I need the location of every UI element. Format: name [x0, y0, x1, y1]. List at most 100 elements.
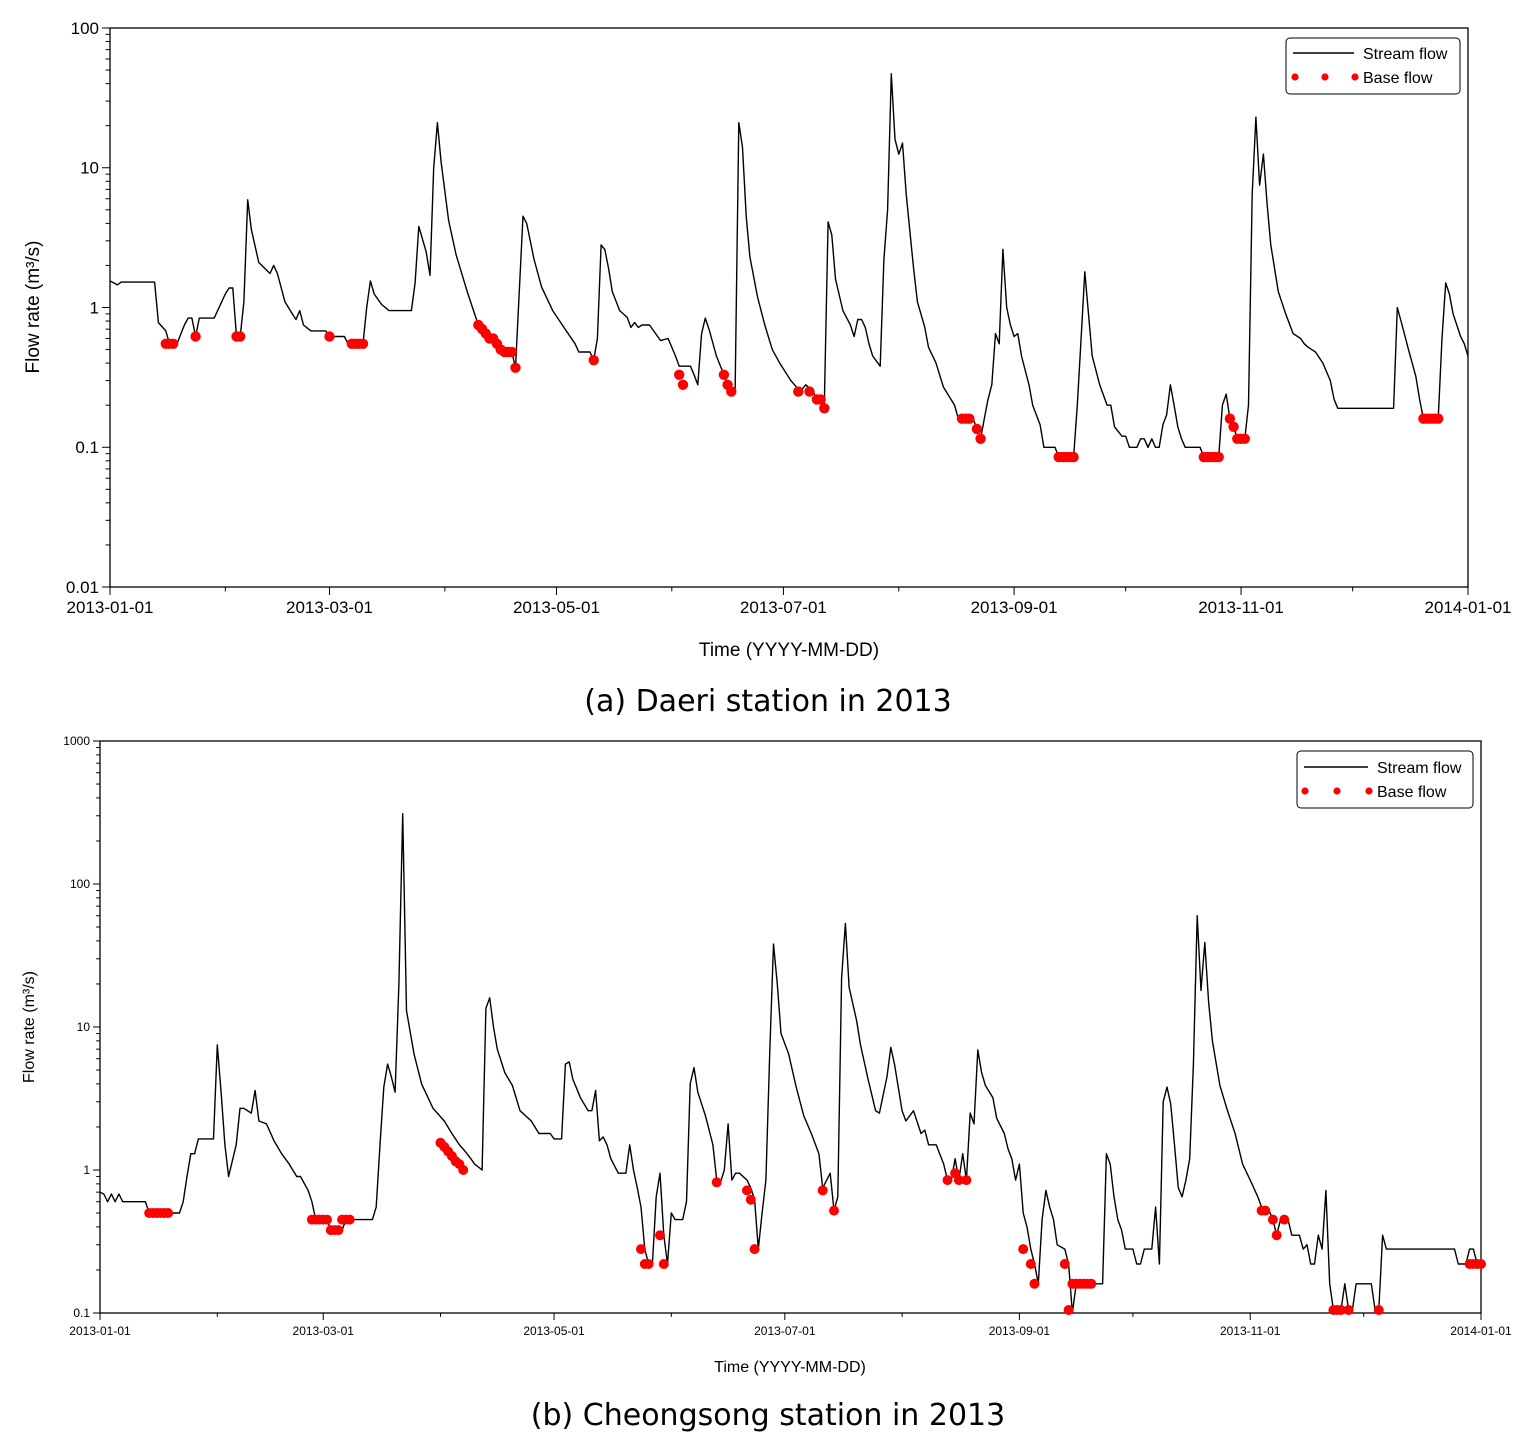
chart-b-y-tick-label: 100	[70, 877, 90, 891]
chart-a-base-flow-point	[324, 331, 335, 342]
chart-b-x-tick-label: 2013-11-01	[1220, 1324, 1281, 1338]
chart-a-base-flow-point	[357, 338, 369, 349]
chart-b-x-tick-label: 2013-07-01	[754, 1324, 816, 1338]
chart-a-base-flow-point	[1224, 413, 1236, 424]
chart-b-base-flow-point	[1025, 1259, 1036, 1269]
chart-b-y-tick-label: 0.1	[73, 1306, 90, 1320]
chart-b-base-flow-point	[333, 1225, 344, 1236]
chart-b-base-flow-point	[1063, 1305, 1074, 1315]
chart-b-base-flow-point	[1086, 1278, 1097, 1289]
chart-a-base-flow-point	[819, 403, 830, 414]
chart-a-base-flow-point	[1068, 451, 1079, 463]
chart-b-x-tick-label: 2014-01-01	[1450, 1324, 1512, 1338]
chart-b-base-flow-series	[144, 1137, 1486, 1315]
chart-b-legend-base-flow-swatch	[1301, 787, 1309, 795]
chart-b-y-tick-label: 1000	[63, 734, 90, 748]
chart-a-caption: (a) Daeri station in 2013	[584, 684, 952, 719]
chart-b-legend-stream-flow-label: Stream flow	[1377, 760, 1462, 777]
chart-b-legend: Stream flow Base flow	[1296, 750, 1474, 809]
chart-b-x-tick-label: 2013-03-01	[293, 1324, 355, 1338]
chart-a-x-axis-title: Time (YYYY-MM-DD)	[699, 640, 879, 661]
chart-a-x-tick-label: 2013-05-01	[513, 598, 600, 617]
chart-a-legend-stream-flow-label: Stream flow	[1363, 46, 1448, 63]
chart-b-x-tick-label: 2013-09-01	[989, 1324, 1051, 1338]
chart-a-base-flow-point	[1213, 451, 1224, 463]
chart-b-stream-flow-series	[99, 813, 1478, 1314]
chart-b-base-flow-point	[1018, 1244, 1029, 1255]
chart-b-base-flow-point	[749, 1244, 760, 1255]
chart-b-legend-base-flow-swatch	[1365, 787, 1373, 795]
chart-a-stream-flow-line	[109, 73, 1469, 458]
chart-a-x-tick-label: 2014-01-01	[1425, 598, 1512, 617]
chart-b-x-axis-title: Time (YYYY-MM-DD)	[714, 1359, 866, 1376]
chart-b-base-flow-point	[344, 1214, 355, 1225]
chart-a-legend-base-flow-swatch	[1351, 73, 1359, 81]
chart-a-base-flow-point	[510, 362, 521, 373]
chart-b-base-flow-point	[1059, 1259, 1070, 1269]
chart-b-y-axis-title: Flow rate (m³/s)	[21, 971, 38, 1083]
chart-a-stream-flow-series	[109, 73, 1469, 458]
chart-a-x-axis: 2013-01-01 2013-03-01 2013-05-01 2013-07-01…	[67, 587, 1512, 617]
chart-b: 0.1 1 10 100 1000 2013-01-01 2013-03-01 2013-0…	[21, 734, 1512, 1433]
chart-a-base-flow-point	[588, 355, 599, 366]
chart-b-base-flow-point	[458, 1165, 469, 1175]
chart-a-base-flow-point	[674, 369, 685, 380]
chart-a-base-flow-point	[804, 386, 815, 397]
chart-b-base-flow-point	[655, 1230, 665, 1241]
chart-b-base-flow-point	[1260, 1205, 1271, 1216]
chart-b-stream-flow-line	[99, 813, 1478, 1314]
chart-b-legend-base-flow-swatch	[1333, 787, 1341, 795]
chart-a-x-tick-label: 2013-11-01	[1198, 598, 1284, 617]
chart-a-base-flow-point	[1433, 413, 1444, 424]
chart-a-base-flow-point	[726, 386, 737, 397]
chart-b-base-flow-point	[942, 1175, 953, 1186]
chart-a-base-flow-point	[1228, 421, 1239, 432]
chart-a-base-flow-point	[168, 338, 179, 349]
chart-b-base-flow-point	[1267, 1214, 1278, 1225]
chart-b-base-flow-point	[961, 1175, 972, 1186]
chart-a-legend: Stream flow Base flow	[1285, 37, 1461, 95]
chart-a-y-tick-label: 0.1	[75, 438, 99, 457]
chart-b-base-flow-point	[745, 1194, 756, 1205]
chart-b-base-flow-point	[1476, 1259, 1486, 1269]
chart-a-base-flow-point	[975, 433, 986, 444]
chart-a-base-flow-point	[190, 331, 201, 342]
chart-b-x-axis: 2013-01-01 2013-03-01 2013-05-01 2013-07-01…	[69, 1313, 1512, 1338]
chart-b-y-tick-label: 10	[77, 1020, 91, 1034]
chart-a-base-flow-point	[506, 346, 517, 358]
chart-a-legend-base-flow-swatch	[1321, 73, 1329, 81]
chart-a-base-flow-point	[677, 379, 689, 390]
chart-a-legend-base-flow-swatch	[1291, 73, 1299, 81]
chart-b-caption: (b) Cheongsong station in 2013	[531, 1398, 1005, 1433]
chart-a-x-tick-label: 2013-01-01	[67, 598, 154, 617]
chart-a-legend-base-flow-label: Base flow	[1363, 70, 1433, 87]
chart-b-base-flow-point	[1279, 1214, 1290, 1225]
chart-b-x-tick-label: 2013-01-01	[69, 1324, 131, 1338]
chart-a-plot-frame	[109, 27, 1469, 588]
chart-a-base-flow-point	[793, 386, 804, 397]
chart-a-y-axis: 0.01 0.1 1 10 100	[66, 19, 110, 597]
chart-b-base-flow-point	[163, 1208, 174, 1218]
chart-a-x-tick-label: 2013-03-01	[286, 598, 373, 617]
chart-b-base-flow-point	[817, 1185, 828, 1196]
chart-b-base-flow-point	[322, 1214, 332, 1225]
chart-a-base-flow-point	[235, 331, 246, 342]
chart-b-base-flow-point	[1271, 1230, 1282, 1241]
chart-b-base-flow-point	[1343, 1305, 1354, 1315]
chart-b-base-flow-point	[742, 1185, 752, 1196]
chart-b-y-tick-label: 1	[83, 1163, 90, 1177]
chart-a-base-flow-point	[971, 423, 983, 435]
chart-a-base-flow-point	[815, 394, 826, 405]
chart-b-base-flow-point	[711, 1177, 722, 1188]
chart-b-base-flow-point	[636, 1244, 646, 1255]
chart-a-base-flow-point	[964, 413, 975, 424]
chart-b-base-flow-point	[1029, 1278, 1040, 1289]
chart-a-y-tick-label: 0.01	[66, 578, 99, 597]
chart-b-legend-box	[1296, 750, 1474, 809]
chart-a-base-flow-series	[160, 319, 1444, 463]
chart-b-base-flow-point	[643, 1259, 654, 1269]
chart-a-y-tick-label: 10	[80, 159, 99, 178]
chart-a-y-axis-title: Flow rate (m³/s)	[23, 241, 44, 374]
